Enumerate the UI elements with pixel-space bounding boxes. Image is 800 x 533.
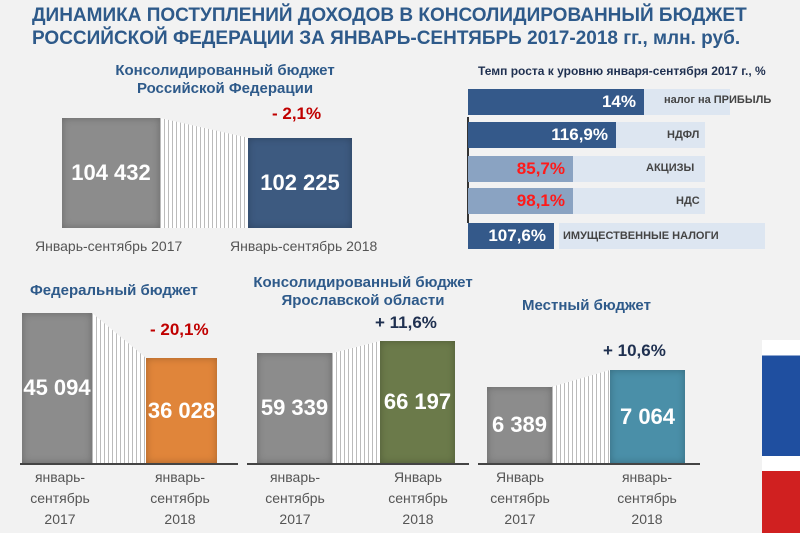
loc-bar-2018: 7 064	[610, 370, 685, 463]
flag-decoration	[762, 340, 800, 533]
l: сентябрь	[30, 490, 90, 506]
l: сентябрь	[150, 490, 210, 506]
loc-heading: Местный бюджет	[522, 297, 651, 314]
l: Январь	[394, 469, 442, 485]
l: январь-	[34, 469, 86, 485]
title-line-2: РОССИЙСКОЙ ФЕДЕРАЦИИ ЗА ЯНВАРЬ-СЕНТЯБРЬ …	[32, 28, 741, 49]
title-line-1: ДИНАМИКА ПОСТУПЛЕНИЙ ДОХОДОВ В КОНСОЛИДИ…	[32, 5, 747, 26]
rf-label-2018: Январь-сентябрь 2018	[230, 238, 378, 254]
loc-label-2018: январь-сентябрь 2018	[607, 467, 687, 530]
fed-bar-2017: 45 094	[22, 313, 92, 463]
l: сентябрь	[265, 490, 325, 506]
fed-change: - 20,1%	[150, 320, 209, 339]
fed-bar-2018: 36 028	[146, 358, 217, 463]
rf-heading: Консолидированный бюджет Российской Федер…	[100, 62, 350, 98]
l: 2017	[279, 511, 311, 527]
yar-bar-2017: 59 339	[257, 353, 332, 463]
l: 2018	[631, 511, 663, 527]
fed-baseline	[20, 463, 238, 465]
l: январь-	[269, 469, 321, 485]
l: сентябрь	[617, 490, 677, 506]
l: 2018	[402, 511, 434, 527]
rf-label-2017: Январь-сентябрь 2017	[35, 238, 183, 254]
fed-connector	[92, 313, 146, 463]
l: 2017	[44, 511, 76, 527]
rf-heading-1: Консолидированный бюджет	[115, 62, 335, 79]
growth-name-excise: АКЦИЗЫ	[646, 162, 695, 174]
loc-connector	[552, 370, 610, 463]
loc-label-2017: Январь сентябрь 2017	[480, 467, 560, 530]
growth-bg-4	[559, 223, 765, 249]
l: январь-	[621, 469, 673, 485]
l: 2017	[504, 511, 536, 527]
yar-connector	[332, 341, 380, 463]
loc-change: + 10,6%	[603, 341, 666, 360]
growth-name-vat: НДС	[676, 195, 700, 207]
growth-bar-excise: 85,7%	[468, 156, 573, 182]
rf-heading-2: Российской Федерации	[136, 80, 314, 97]
yar-baseline	[247, 463, 469, 465]
yar-label-2017: январь-сентябрь 2017	[255, 467, 335, 530]
l: январь-	[154, 469, 206, 485]
yar-heading: Консолидированный бюджет Ярославской обла…	[243, 274, 483, 310]
growth-name-property: ИМУЩЕСТВЕННЫЕ НАЛОГИ	[563, 230, 719, 242]
yar-bar-2018: 66 197	[380, 341, 455, 463]
l: сентябрь	[490, 490, 550, 506]
l: Январь	[496, 469, 544, 485]
rf-bar-2018: 102 225	[248, 138, 352, 228]
page-title: ДИНАМИКА ПОСТУПЛЕНИЙ ДОХОДОВ В КОНСОЛИДИ…	[32, 4, 747, 50]
loc-bar-2017: 6 389	[487, 387, 552, 463]
growth-name-profit: налог на ПРИБЫЛЬ	[664, 94, 772, 106]
growth-bar-vat: 98,1%	[468, 188, 573, 214]
growth-name-ndfl: НДФЛ	[667, 129, 700, 141]
yar-label-2018: Январь сентябрь 2018	[378, 467, 458, 530]
l: сентябрь	[388, 490, 448, 506]
fed-label-2018: январь-сентябрь 2018	[140, 467, 220, 530]
h: Консолидированный бюджет	[253, 274, 473, 291]
loc-baseline	[478, 463, 700, 465]
growth-title: Темп роста к уровню января-сентября 2017…	[478, 64, 766, 78]
rf-change: - 2,1%	[272, 104, 322, 123]
l: 2018	[164, 511, 196, 527]
rf-bar-2017: 104 432	[62, 118, 160, 228]
yar-change: + 11,6%	[375, 313, 437, 332]
growth-bar-profit: 14%	[468, 89, 644, 115]
rf-connector	[160, 118, 248, 228]
fed-heading: Федеральный бюджет	[30, 282, 198, 299]
h: Ярославской области	[281, 292, 445, 309]
fed-label-2017: январь-сентябрь 2017	[20, 467, 100, 530]
growth-bar-ndfl: 116,9%	[468, 122, 616, 148]
growth-bar-property: 107,6%	[468, 223, 554, 249]
